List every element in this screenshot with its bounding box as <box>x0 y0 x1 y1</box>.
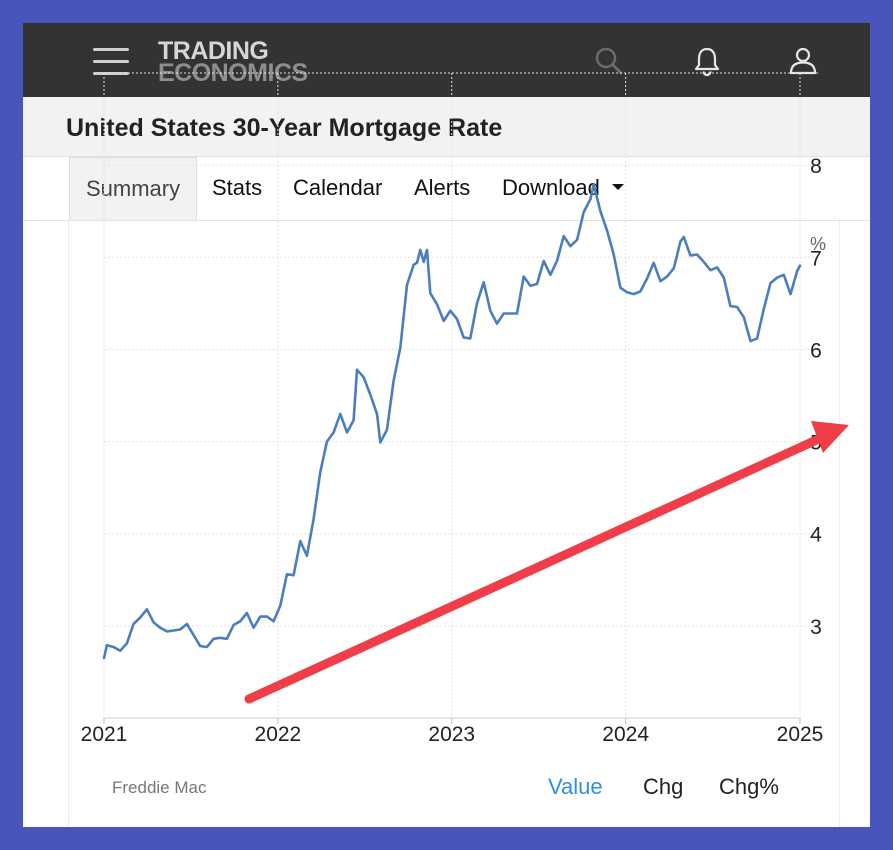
x-tick-label: 2025 <box>777 723 824 746</box>
source-label: Freddie Mac <box>112 778 207 797</box>
chart-grid <box>103 72 818 724</box>
x-tick-label: 2022 <box>255 723 302 746</box>
bell-icon[interactable] <box>691 45 723 77</box>
y-tick-label: 7 <box>810 247 822 270</box>
tab-download[interactable]: Download <box>502 157 624 220</box>
search-icon[interactable] <box>593 45 625 77</box>
logo-line1: TRADING <box>158 37 269 65</box>
y-axis-labels: 345678 <box>810 155 822 639</box>
y-tick-label: 3 <box>810 616 822 639</box>
x-axis-labels: 2021 2022 2023 2024 2025 <box>81 723 824 746</box>
user-icon[interactable] <box>787 45 819 77</box>
trend-arrow <box>244 421 849 704</box>
tab-bar: Summary Stats Calendar Alerts Download <box>23 157 870 221</box>
y-tick-label: 6 <box>810 339 822 362</box>
chg-pct-option[interactable]: Chg% <box>719 774 779 799</box>
page-title: United States 30-Year Mortgage Rate <box>66 114 503 142</box>
tab-summary[interactable]: Summary <box>69 157 197 220</box>
app-frame: TRADING ECONOMICS United States 30-Year … <box>23 23 870 827</box>
y-tick-label: 8 <box>810 155 822 178</box>
value-option[interactable]: Value <box>548 774 603 799</box>
series-line <box>102 183 802 660</box>
y-tick-label: 4 <box>810 524 822 547</box>
menu-icon[interactable] <box>93 48 129 76</box>
chg-option[interactable]: Chg <box>643 774 684 799</box>
top-navbar: TRADING ECONOMICS <box>23 23 870 97</box>
tab-stats[interactable]: Stats <box>212 175 263 200</box>
tab-download-label: Download <box>502 175 600 200</box>
tab-calendar[interactable]: Calendar <box>293 175 383 200</box>
arrow-head <box>811 421 849 453</box>
unit-label: % <box>810 234 826 254</box>
x-tick-label: 2021 <box>81 723 128 746</box>
chevron-down-icon <box>611 184 624 191</box>
x-tick-label: 2023 <box>428 723 475 746</box>
chart-panel <box>68 221 840 827</box>
tab-alerts[interactable]: Alerts <box>414 175 471 200</box>
x-tick-label: 2024 <box>602 723 649 746</box>
title-bar: United States 30-Year Mortgage Rate <box>23 97 870 157</box>
